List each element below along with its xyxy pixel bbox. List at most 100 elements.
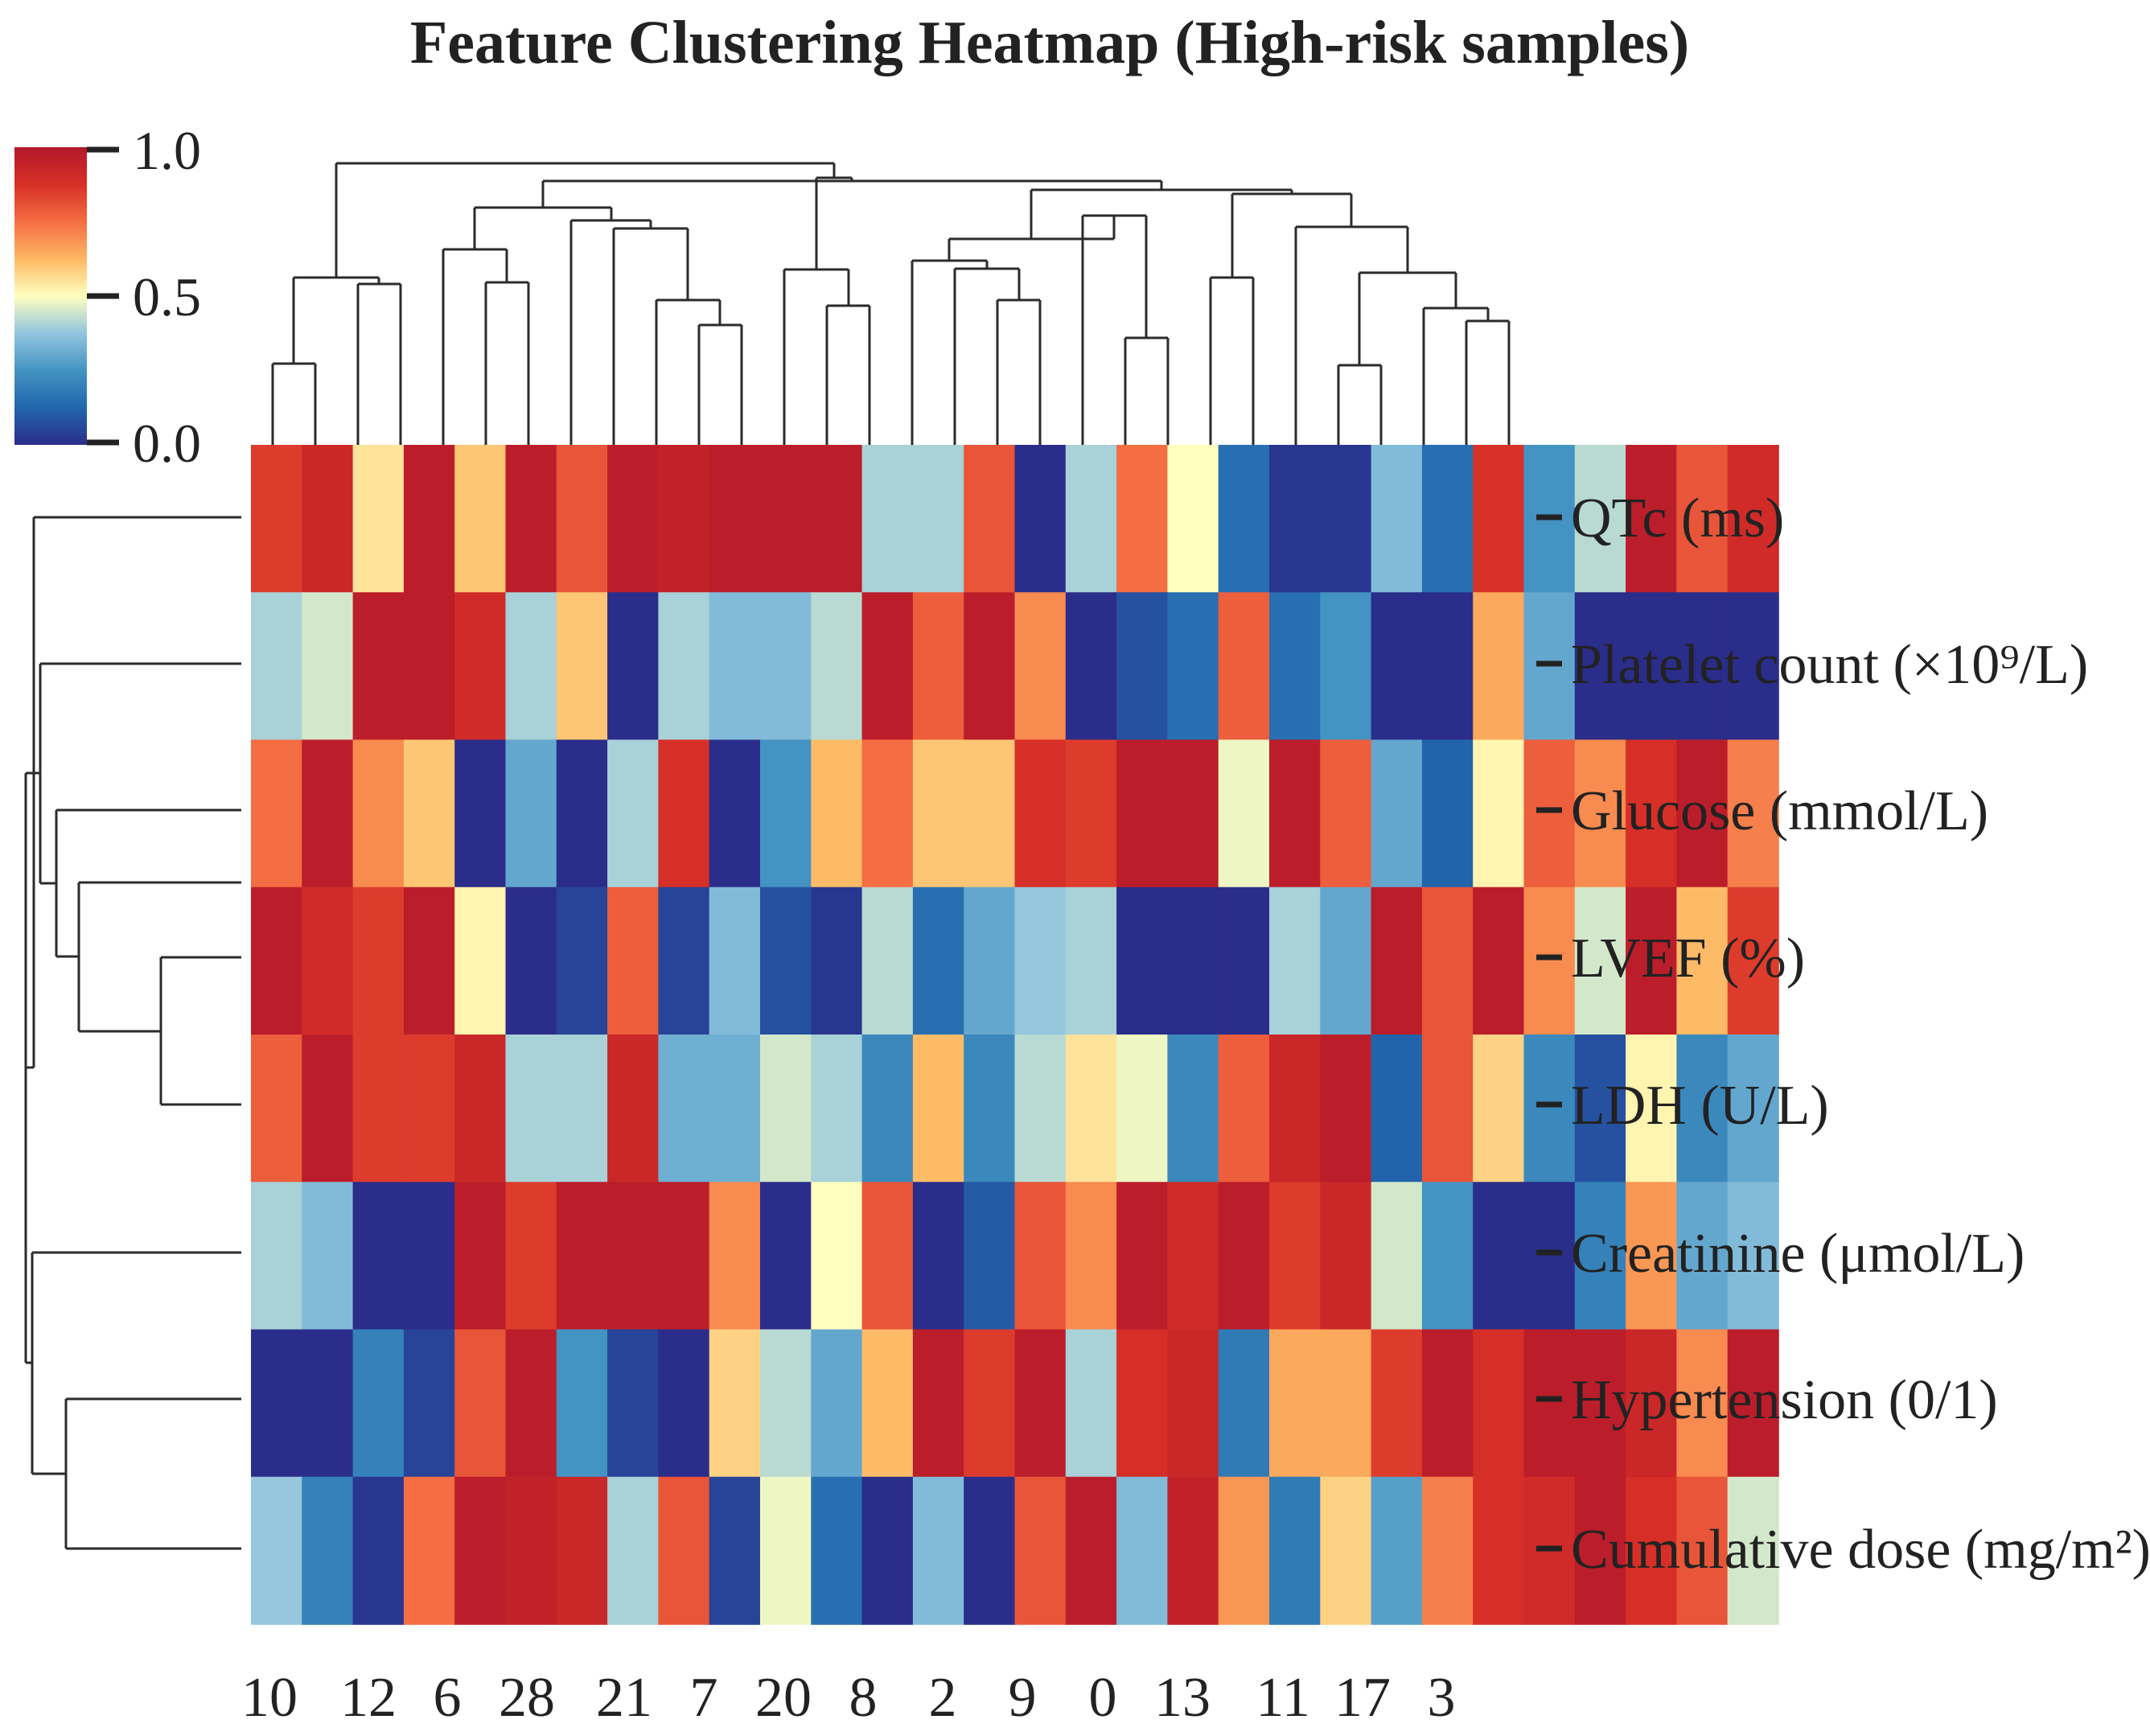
heatmap-cell: [1269, 1476, 1322, 1625]
heatmap-cell: [1065, 887, 1117, 1035]
heatmap-cell: [251, 1476, 303, 1625]
heatmap-cell: [556, 1182, 608, 1331]
heatmap-cell: [556, 1329, 608, 1478]
heatmap-cell: [1269, 887, 1322, 1035]
heatmap-cell: [1371, 887, 1423, 1035]
heatmap-cell: [505, 445, 557, 594]
heatmap-cell: [505, 592, 557, 741]
column-label: 3: [1428, 1667, 1456, 1729]
heatmap-cell: [1371, 1329, 1423, 1478]
heatmap-cell: [1167, 739, 1219, 888]
heatmap-cell: [1574, 1035, 1626, 1183]
heatmap-cell: [1116, 739, 1169, 888]
heatmap-cell: [1676, 592, 1729, 741]
heatmap-cell: [1269, 739, 1322, 888]
heatmap-cell: [556, 445, 608, 594]
heatmap-cell: [1727, 1035, 1779, 1183]
heatmap-cell: [505, 1329, 557, 1478]
heatmap-cell: [556, 739, 608, 888]
row-label-creatinine: Creatinine (μmol/L): [1571, 1223, 2025, 1285]
heatmap-cell: [1676, 739, 1729, 888]
heatmap-cell: [454, 739, 507, 888]
heatmap-cell: [505, 739, 557, 888]
heatmap-cell: [1014, 1476, 1067, 1625]
heatmap-cell: [403, 1476, 455, 1625]
heatmap-cell: [912, 1182, 964, 1331]
heatmap-cell: [403, 1182, 455, 1331]
heatmap-cell: [709, 739, 761, 888]
heatmap-cell: [1269, 1329, 1322, 1478]
heatmap-cell: [1574, 592, 1626, 741]
heatmap-cell: [556, 592, 608, 741]
heatmap-cell: [1065, 445, 1117, 594]
heatmap-cell: [760, 739, 812, 888]
heatmap-cell: [760, 445, 812, 594]
column-label: 12: [340, 1667, 397, 1729]
heatmap-cell: [1676, 1182, 1729, 1331]
heatmap-cell: [1116, 1329, 1169, 1478]
heatmap-cell: [1116, 1035, 1169, 1183]
heatmap-cell: [1218, 1035, 1270, 1183]
heatmap-cell: [1218, 739, 1270, 888]
heatmap-cell: [505, 1182, 557, 1331]
column-label: 17: [1334, 1667, 1391, 1729]
heatmap-cell: [1167, 445, 1219, 594]
column-label: 8: [849, 1667, 878, 1729]
heatmap-cell: [403, 1329, 455, 1478]
heatmap-cell: [1320, 739, 1372, 888]
heatmap-cell: [1523, 1035, 1576, 1183]
column-dendrogram: [271, 162, 1511, 445]
heatmap-cell: [1421, 739, 1474, 888]
heatmap-cell: [1473, 445, 1525, 594]
heatmap-cell: [403, 445, 455, 594]
heatmap-cell: [505, 1476, 557, 1625]
heatmap-cell: [760, 887, 812, 1035]
heatmap-cell: [505, 887, 557, 1035]
heatmap-cell: [302, 739, 354, 888]
heatmap-cell: [1421, 887, 1474, 1035]
heatmap-cell: [760, 1476, 812, 1625]
heatmap-cell: [403, 592, 455, 741]
column-axis: 10 12 6 28 21 7 20 8 2 9 0 13 11 17 3: [241, 1667, 1456, 1729]
heatmap-cell: [1473, 739, 1525, 888]
heatmap-cell: [352, 592, 405, 741]
heatmap-cell: [1626, 739, 1678, 888]
heatmap-cell: [607, 445, 660, 594]
heatmap-cell: [1371, 592, 1423, 741]
heatmap-cell: [1167, 592, 1219, 741]
heatmap-cell: [1218, 445, 1270, 594]
heatmap-cell: [1523, 739, 1576, 888]
heatmap-cell: [454, 1476, 507, 1625]
heatmap-cell: [556, 1476, 608, 1625]
heatmap-cell: [1574, 1182, 1626, 1331]
heatmap-cell: [251, 739, 303, 888]
heatmap-cell: [607, 1476, 660, 1625]
heatmap-cell: [912, 1476, 964, 1625]
heatmap-cell: [1727, 1476, 1779, 1625]
heatmap-cell: [811, 1476, 863, 1625]
heatmap-cell: [454, 1182, 507, 1331]
colorbar-tick-label: 0.0: [133, 413, 201, 474]
row-label-lvef: LVEF (%): [1571, 928, 1805, 989]
heatmap-cell: [607, 887, 660, 1035]
heatmap-cell: [1269, 1035, 1322, 1183]
heatmap-cell: [1218, 592, 1270, 741]
heatmap-cell: [1574, 739, 1626, 888]
heatmap-cell: [1727, 1329, 1779, 1478]
heatmap-cell: [1167, 1182, 1219, 1331]
heatmap-cell: [607, 1329, 660, 1478]
heatmap-cell: [1320, 887, 1372, 1035]
heatmap-cell: [861, 1035, 914, 1183]
heatmap-cell: [658, 592, 710, 741]
heatmap-cell: [1626, 1329, 1678, 1478]
column-label: 11: [1256, 1667, 1309, 1729]
heatmap-cell: [1065, 1182, 1117, 1331]
heatmap-cell: [1523, 1329, 1576, 1478]
heatmap-cell: [1320, 1476, 1372, 1625]
heatmap-cell: [861, 887, 914, 1035]
heatmap-cell: [1116, 887, 1169, 1035]
column-label: 13: [1154, 1667, 1211, 1729]
column-label: 2: [929, 1667, 957, 1729]
heatmap-cell: [1676, 1476, 1729, 1625]
